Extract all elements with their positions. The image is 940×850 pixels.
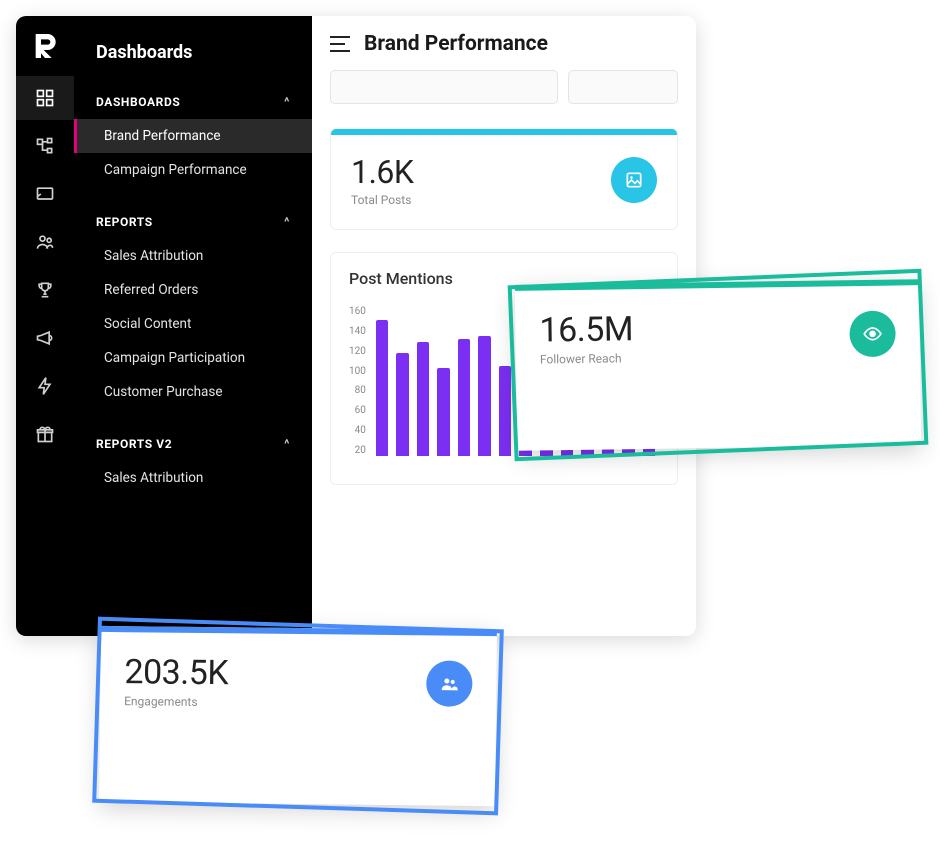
section-label: REPORTS V2 [96, 437, 172, 451]
section-reports[interactable]: REPORTS ^ [74, 205, 312, 239]
rail-trophy[interactable] [16, 268, 74, 312]
nav-campaign-performance[interactable]: Campaign Performance [74, 153, 312, 187]
rail-dashboards[interactable] [16, 76, 74, 120]
nav-sales-attribution[interactable]: Sales Attribution [74, 239, 312, 273]
brand-logo [29, 30, 61, 62]
y-tick: 140 [349, 326, 366, 337]
nav-brand-performance[interactable]: Brand Performance [74, 119, 312, 153]
page-title: Brand Performance [364, 32, 548, 56]
section-label: DASHBOARDS [96, 95, 180, 109]
kpi-label: Engagements [124, 694, 228, 709]
bar [499, 366, 512, 456]
callout-engagements: 203.5K Engagements [99, 626, 497, 806]
callout-follower-reach: 16.5M Follower Reach [515, 279, 921, 451]
chevron-up-icon: ^ [284, 215, 290, 229]
main-header: Brand Performance [330, 32, 678, 56]
section-reports-v2[interactable]: REPORTS V2 ^ [74, 427, 312, 461]
chart-y-axis: 160 140 120 100 80 60 40 20 [349, 306, 372, 456]
kpi-value: 203.5K [124, 652, 228, 693]
nav-customer-purchase[interactable]: Customer Purchase [74, 375, 312, 409]
nav-referred-orders[interactable]: Referred Orders [74, 273, 312, 307]
filter-1[interactable] [330, 70, 558, 104]
kpi-value: 1.6K [351, 153, 413, 191]
y-tick: 60 [349, 405, 366, 416]
rail-megaphone[interactable] [16, 316, 74, 360]
rail-bolt[interactable] [16, 364, 74, 408]
image-icon [611, 157, 657, 203]
section-dashboards[interactable]: DASHBOARDS ^ [74, 85, 312, 119]
nav-social-content[interactable]: Social Content [74, 307, 312, 341]
kpi-total-posts: 1.6K Total Posts [330, 128, 678, 230]
y-tick: 160 [349, 306, 366, 317]
kpi-label: Follower Reach [540, 351, 634, 366]
filter-row [330, 70, 678, 104]
nav-sales-attribution-v2[interactable]: Sales Attribution [74, 461, 312, 495]
kpi-label: Total Posts [351, 193, 413, 207]
rail-nodes[interactable] [16, 124, 74, 168]
bar [376, 320, 389, 456]
section-label: REPORTS [96, 215, 153, 229]
bar [437, 368, 450, 456]
menu-toggle-icon[interactable] [330, 36, 350, 52]
bar [417, 342, 430, 456]
eye-icon [849, 311, 896, 358]
filter-2[interactable] [568, 70, 678, 104]
people-icon [426, 660, 472, 706]
rail-people[interactable] [16, 220, 74, 264]
bar [478, 336, 491, 456]
kpi-value: 16.5M [539, 309, 633, 350]
bar [396, 353, 409, 456]
y-tick: 80 [349, 385, 366, 396]
rail-gift[interactable] [16, 412, 74, 456]
y-tick: 100 [349, 366, 366, 377]
rail-screen[interactable] [16, 172, 74, 216]
side-panel-title: Dashboards [74, 32, 312, 85]
y-tick: 40 [349, 425, 366, 436]
side-panel: Dashboards DASHBOARDS ^ Brand Performanc… [74, 16, 312, 636]
bar [458, 339, 471, 456]
icon-rail [16, 16, 74, 636]
y-tick: 20 [349, 445, 366, 456]
chevron-up-icon: ^ [284, 437, 290, 451]
nav-campaign-participation[interactable]: Campaign Participation [74, 341, 312, 375]
chevron-up-icon: ^ [284, 95, 290, 109]
y-tick: 120 [349, 346, 366, 357]
